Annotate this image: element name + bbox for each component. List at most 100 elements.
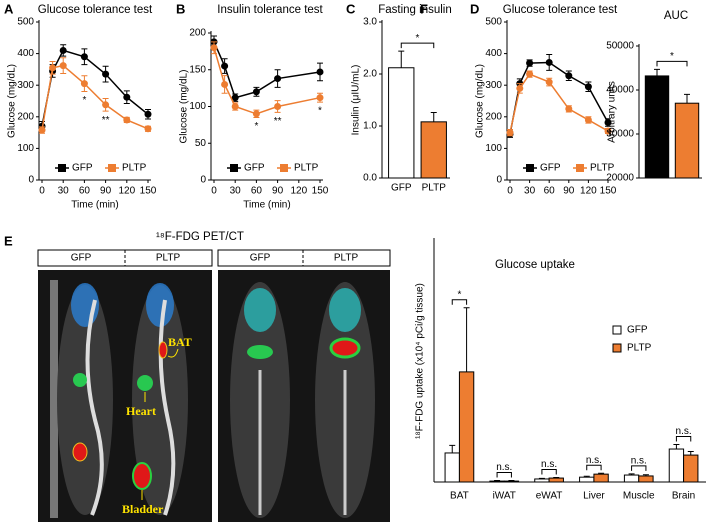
y-tick-label: 2.0 (363, 69, 377, 80)
legend-label: GFP (72, 163, 93, 174)
legend-swatch (526, 164, 534, 172)
panel-letter: D (470, 1, 479, 16)
bar (548, 477, 564, 483)
series-line (509, 73, 609, 133)
bar (674, 102, 700, 179)
significance: n.s. (541, 459, 557, 470)
x-tick-label: Muscle (623, 491, 655, 502)
header-label: PLTP (156, 253, 181, 264)
significance-bracket (586, 464, 602, 471)
bar (579, 476, 595, 483)
x-tick-label: 90 (563, 186, 575, 197)
bar (388, 67, 415, 179)
x-tick-label: 0 (507, 186, 513, 197)
panel-e: E ¹⁸F-FDG PET/CT GFP PLTP GFP PLTP BAT (4, 231, 391, 522)
chart-title: Fasting insulin (378, 4, 452, 16)
point (221, 62, 229, 70)
header-label: GFP (250, 253, 271, 264)
point (584, 83, 592, 91)
y-tick-label: 40000 (606, 85, 634, 96)
legend-label: PLTP (122, 163, 147, 174)
significance: ** (102, 115, 110, 126)
significance: n.s. (676, 426, 692, 437)
significance: * (416, 33, 420, 44)
point (252, 88, 260, 96)
y-tick-label: 400 (485, 48, 502, 59)
uptake (132, 462, 152, 490)
x-tick-label: 30 (58, 186, 70, 197)
chart-title: Glucose tolerance test (503, 4, 618, 16)
organ-label: Heart (126, 404, 156, 418)
body (57, 285, 113, 515)
spine (158, 299, 176, 516)
bed (50, 280, 58, 518)
uptake (137, 375, 153, 391)
point (231, 103, 239, 110)
significance-bracket (400, 42, 435, 49)
x-tick-label: 150 (600, 186, 617, 197)
x-tick-label: 90 (272, 186, 284, 197)
point (316, 94, 324, 102)
x-tick-label: 120 (118, 186, 135, 197)
error-bar (449, 444, 456, 453)
y-tick-label: 200 (485, 111, 502, 122)
series-line (41, 64, 149, 131)
legend-swatch (58, 164, 66, 172)
legend-label: PLTP (294, 163, 319, 174)
bar (638, 475, 654, 483)
error-bar (673, 443, 680, 450)
legend-swatch (230, 164, 238, 172)
error-bar (508, 479, 515, 482)
significance-bracket (496, 471, 512, 478)
bar (444, 452, 460, 483)
point (80, 53, 88, 61)
y-tick-label: 100 (17, 143, 34, 154)
chart-title: Glucose tolerance test (38, 4, 153, 16)
bar (683, 454, 699, 483)
error-bar (538, 477, 545, 479)
organ-label: BAT (168, 335, 192, 349)
error-bar (642, 474, 649, 476)
significance: ** (274, 116, 282, 127)
significance: n.s. (586, 455, 602, 466)
point (123, 116, 131, 124)
point (144, 125, 152, 133)
significance: * (254, 121, 258, 132)
significance-bracket (451, 299, 468, 305)
point (604, 118, 612, 126)
x-tick-label: iWAT (493, 491, 516, 502)
legend-swatch (108, 164, 116, 172)
x-tick-label: 60 (251, 186, 263, 197)
x-tick-label: 120 (290, 186, 307, 197)
header-label: PLTP (334, 253, 359, 264)
y-tick-label: 50 (195, 138, 207, 149)
error-bar (494, 479, 501, 482)
y-axis-label: Glucose (mg/dL) (475, 64, 486, 138)
y-tick-label: 300 (485, 80, 502, 91)
y-axis-label: Glucose (mg/dL) (7, 64, 18, 138)
bar (503, 480, 520, 483)
legend-label: GFP (540, 163, 561, 174)
error-bar (463, 307, 470, 372)
point (526, 59, 534, 67)
error-bar (654, 68, 660, 76)
uptake (244, 288, 276, 332)
legend-swatch (612, 343, 622, 353)
significance: n.s. (496, 462, 512, 473)
x-tick-label: 0 (211, 186, 217, 197)
bar (593, 473, 609, 483)
x-tick-label: 60 (79, 186, 91, 197)
x-tick-label: 30 (230, 186, 242, 197)
point (565, 72, 573, 80)
point (526, 70, 534, 78)
y-tick-label: 0 (200, 175, 206, 186)
y-tick-label: 0 (28, 175, 34, 186)
point (144, 110, 152, 118)
point (59, 46, 67, 54)
header-box (217, 249, 391, 267)
y-tick-label: 50000 (606, 41, 634, 52)
point (516, 84, 524, 92)
x-tick-label: 60 (544, 186, 556, 197)
y-tick-label: 0.0 (363, 173, 377, 184)
significance: * (457, 289, 461, 300)
